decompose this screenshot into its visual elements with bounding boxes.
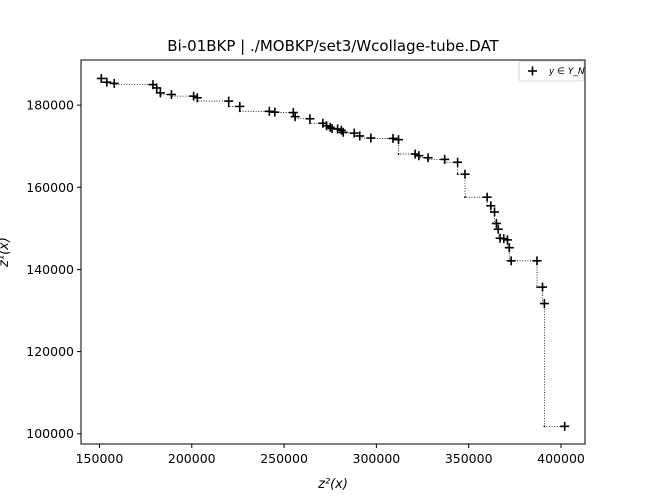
data-point [338,127,348,137]
data-point [290,112,300,122]
staircase-corner [464,196,466,199]
x-tick-label: 200000 [168,451,216,466]
data-point [336,125,346,135]
staircase-line [100,78,565,427]
data-point [539,299,549,309]
x-tick-label: 400000 [537,451,585,466]
axes-frame [80,59,586,445]
data-point [453,157,463,167]
data-point [502,235,512,245]
data-point [155,88,165,98]
x-axis: 150000 200000 250000 300000 350000 400000 [76,444,585,466]
plot-area [96,73,570,431]
data-point [490,207,500,217]
data-point [109,78,119,88]
data-point [388,133,398,143]
y-tick-label: 120000 [26,344,74,359]
legend-label: y ∈ Y_N [548,67,585,77]
data-point [538,282,548,292]
legend-marker [528,66,537,76]
staircase-corner [536,286,538,289]
data-point [166,89,176,99]
x-tick-label: 350000 [445,451,493,466]
x-tick-label: 150000 [76,451,124,466]
y-tick-label: 180000 [26,98,74,113]
y-tick-label: 100000 [26,426,74,441]
y-axis-label: z¹(x) [0,237,12,268]
y-tick-label: 140000 [26,262,74,277]
data-point [486,201,496,211]
data-point [414,151,424,161]
data-point [460,169,470,179]
data-point [532,256,542,266]
staircase-corner [227,105,230,108]
data-point [493,224,503,234]
y-axis: 100000 120000 140000 160000 180000 [26,98,81,441]
y-tick-label: 160000 [26,180,74,195]
x-tick-label: 300000 [353,451,401,466]
data-point [288,108,298,118]
data-point [325,122,335,132]
data-point [96,73,106,83]
chart-title: Bi-01BKP | ./MOBKP/set3/Wcollage-tube.DA… [167,37,499,55]
data-point [560,421,570,431]
x-axis-label: z²(x) [317,477,348,492]
legend: y ∈ Y_N [518,60,585,82]
data-point [349,128,359,138]
data-point [192,93,202,103]
data-point [224,96,234,106]
staircase-corner [456,173,459,176]
data-point [235,101,245,111]
data-point [270,107,280,117]
data-point [102,77,112,87]
data-point [440,154,450,164]
data-point [152,83,162,93]
data-point [355,131,365,141]
data-point [305,114,315,124]
data-point [394,135,404,145]
data-point [482,192,492,202]
legend-box [518,60,585,82]
data-point [366,133,376,143]
data-point [264,106,274,116]
data-point [506,256,516,266]
data-point [491,218,501,228]
data-point [504,243,514,253]
x-tick-label: 250000 [260,451,308,466]
data-point [423,153,433,163]
